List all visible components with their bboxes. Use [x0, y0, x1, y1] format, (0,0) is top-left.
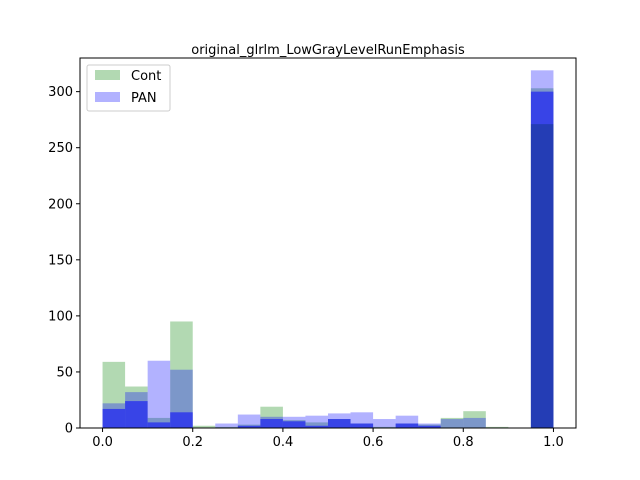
y-axis: 0 50 100 150 200 250 300	[48, 85, 80, 437]
bar-series1-bin6	[237, 414, 261, 428]
y-tick-label: 250	[48, 141, 73, 156]
bar-series2-bin13	[395, 423, 419, 428]
y-tick-label: 200	[48, 197, 73, 212]
bar-series0-bin16	[463, 411, 486, 428]
bar-series2-bin7	[260, 419, 283, 428]
bar-series0-bin17	[485, 426, 509, 428]
x-tick-label: 0.4	[273, 435, 294, 450]
bar-series1-bin2	[147, 360, 171, 428]
bar-series2-bin14	[418, 425, 441, 428]
legend-swatch-cont	[95, 70, 120, 80]
bar-series0-bin15	[440, 417, 464, 428]
chart-title: original_glrlm_LowGrayLevelRunEmphasis	[191, 43, 465, 58]
bar-series0-bin9	[305, 422, 328, 428]
y-tick-label: 150	[48, 253, 73, 268]
bar-series2-bin9	[305, 425, 328, 428]
x-axis: 0.0 0.2 0.4 0.6 0.8 1.0	[92, 428, 564, 450]
legend-swatch-pan	[95, 92, 120, 102]
legend-label-pan: PAN	[131, 91, 157, 106]
bar-series2-bin8	[282, 421, 306, 428]
y-tick-label: 0	[65, 422, 73, 437]
legend-box	[86, 64, 171, 112]
bar-series2-bin11	[350, 423, 374, 428]
plot-frame	[79, 57, 577, 429]
bar-series2-bin0	[102, 408, 126, 428]
bars-group	[102, 70, 554, 429]
x-tick-label: 0.0	[92, 435, 113, 450]
bar-series0-bin3	[170, 321, 193, 428]
y-tick-label: 300	[48, 85, 73, 100]
legend-label-cont: Cont	[131, 69, 161, 84]
bar-series0-bin5	[215, 426, 238, 428]
legend: Cont PAN	[86, 64, 171, 112]
bar-series1-bin9	[305, 415, 328, 428]
x-tick-label: 0.6	[363, 435, 384, 450]
bar-series2-bin6	[237, 425, 261, 428]
bar-series1-bin12	[373, 419, 396, 428]
bar-series2-bin2	[147, 422, 171, 428]
bar-series2-bin1	[125, 401, 148, 428]
x-tick-label: 1.0	[543, 435, 564, 450]
bar-series2-bin3	[170, 412, 193, 428]
x-tick-label: 0.8	[453, 435, 474, 450]
y-tick-label: 100	[48, 309, 73, 324]
x-tick-label: 0.2	[182, 435, 203, 450]
bar-series0-bin12	[373, 426, 396, 428]
bar-series3-bin0	[530, 124, 554, 429]
y-tick-label: 50	[56, 365, 73, 380]
bar-series1-bin5	[215, 423, 238, 428]
bar-series1-bin15	[440, 419, 464, 428]
bar-series2-bin10	[328, 419, 351, 428]
bar-series0-bin4	[192, 425, 216, 428]
bar-series1-bin16	[463, 417, 486, 428]
